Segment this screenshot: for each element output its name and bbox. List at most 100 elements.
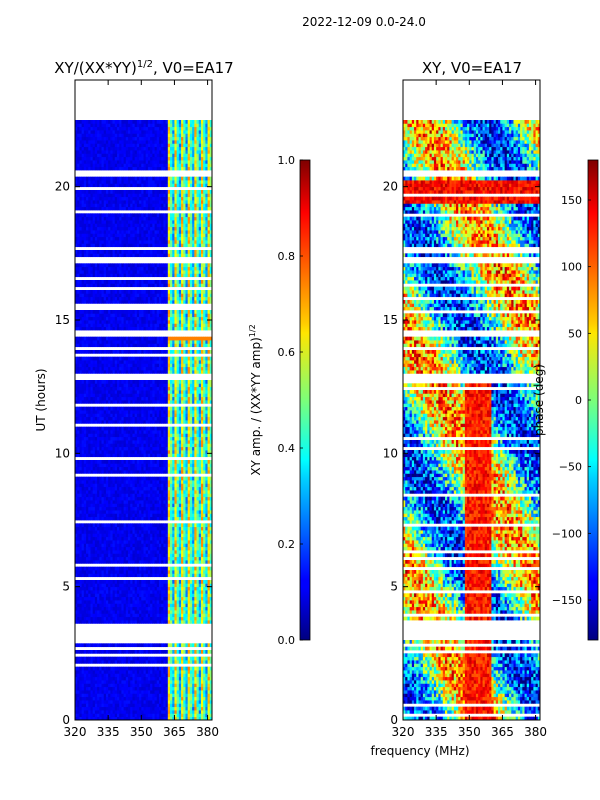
- heatmap-cell: [163, 463, 166, 468]
- heatmap-cell: [101, 523, 105, 528]
- heatmap-cell: [209, 500, 212, 504]
- heatmap-cell: [170, 536, 173, 541]
- heatmap-cell: [108, 430, 111, 434]
- heatmap-cell: [172, 603, 175, 608]
- heatmap-cell: [81, 506, 85, 511]
- heatmap-cell: [209, 560, 212, 564]
- heatmap-cell: [143, 700, 147, 704]
- heatmap-cell: [207, 493, 211, 498]
- heatmap-cell: [97, 696, 100, 701]
- heatmap-cell: [121, 470, 125, 474]
- heatmap-cell: [90, 416, 94, 421]
- heatmap-cell: [165, 463, 169, 468]
- heatmap-cell: [165, 400, 169, 404]
- heatmap-cell: [121, 680, 125, 684]
- heatmap-cell: [128, 416, 131, 421]
- heatmap-cell: [103, 693, 107, 698]
- heatmap-cell: [77, 526, 80, 531]
- heatmap-cell: [88, 416, 91, 421]
- heatmap-cell: [141, 516, 144, 521]
- heatmap-cell: [94, 513, 98, 518]
- heatmap-cell: [147, 406, 151, 411]
- heatmap-cell: [92, 503, 96, 508]
- heatmap-cell: [79, 560, 83, 564]
- heatmap-cell: [90, 593, 94, 598]
- heatmap-cell: [136, 463, 140, 468]
- heatmap-cell: [156, 486, 160, 491]
- heatmap-cell: [207, 430, 211, 434]
- heatmap-cell: [90, 580, 94, 584]
- heatmap-cell: [77, 460, 80, 464]
- heatmap-cell: [176, 696, 180, 701]
- heatmap-cell: [187, 440, 191, 444]
- heatmap-cell: [172, 483, 175, 488]
- heatmap-cell: [163, 610, 166, 614]
- heatmap-cell: [192, 440, 195, 444]
- heatmap-cell: [125, 500, 129, 504]
- heatmap-cell: [147, 533, 151, 538]
- heatmap-cell: [174, 530, 178, 534]
- heatmap-cell: [141, 696, 144, 701]
- heatmap-cell: [114, 416, 118, 421]
- heatmap-cell: [205, 710, 208, 714]
- heatmap-cell: [108, 660, 111, 664]
- heatmap-cell: [139, 716, 142, 720]
- heatmap-cell: [150, 670, 153, 674]
- heatmap-cell: [185, 706, 189, 711]
- heatmap-cell: [156, 600, 160, 604]
- heatmap-cell: [178, 603, 182, 608]
- heatmap-cell: [121, 526, 125, 531]
- heatmap-cell: [194, 533, 197, 538]
- heatmap-cell: [178, 686, 182, 691]
- heatmap-cell: [200, 406, 204, 411]
- heatmap-cell: [154, 486, 158, 491]
- heatmap-cell: [181, 570, 184, 574]
- heatmap-cell: [198, 483, 202, 488]
- heatmap-cell: [161, 616, 164, 621]
- heatmap-cell: [119, 513, 122, 518]
- heatmap-cell: [161, 503, 164, 508]
- heatmap-cell: [198, 666, 202, 671]
- heatmap-cell: [143, 533, 147, 538]
- heatmap-cell: [94, 600, 98, 604]
- heatmap-cell: [121, 643, 125, 648]
- heatmap-cell: [108, 413, 111, 418]
- heatmap-cell: [161, 656, 164, 661]
- heatmap-cell: [152, 560, 155, 564]
- heatmap-cell: [77, 670, 80, 674]
- heatmap-cell: [205, 410, 208, 414]
- heatmap-cell: [79, 426, 83, 431]
- heatmap-cell: [112, 606, 116, 611]
- heatmap-cell: [136, 540, 140, 544]
- heatmap-cell: [183, 450, 186, 454]
- heatmap-cell: [86, 666, 89, 671]
- heatmap-cell: [99, 620, 102, 624]
- heatmap-cell: [97, 550, 100, 554]
- heatmap-cell: [198, 450, 202, 454]
- heatmap-cell: [152, 670, 155, 674]
- heatmap-cell: [170, 573, 173, 578]
- heatmap-cell: [207, 533, 211, 538]
- heatmap-cell: [112, 443, 116, 448]
- heatmap-cell: [132, 530, 136, 534]
- heatmap-cell: [207, 413, 211, 418]
- heatmap-cell: [97, 553, 100, 558]
- heatmap-cell: [147, 706, 151, 711]
- heatmap-cell: [165, 470, 169, 474]
- heatmap-cell: [108, 713, 111, 718]
- heatmap-cell: [147, 506, 151, 511]
- heatmap-cell: [143, 690, 147, 694]
- heatmap-cell: [187, 690, 191, 694]
- heatmap-cell: [75, 516, 78, 521]
- heatmap-cell: [185, 500, 189, 504]
- heatmap-cell: [181, 516, 184, 521]
- heatmap-cell: [112, 536, 116, 541]
- heatmap-cell: [103, 603, 107, 608]
- heatmap-cell: [123, 523, 127, 528]
- heatmap-cell: [97, 523, 100, 528]
- heatmap-cell: [114, 430, 118, 434]
- heatmap-cell: [79, 550, 83, 554]
- heatmap-cell: [112, 560, 116, 564]
- heatmap-cell: [136, 690, 140, 694]
- heatmap-cell: [203, 433, 206, 438]
